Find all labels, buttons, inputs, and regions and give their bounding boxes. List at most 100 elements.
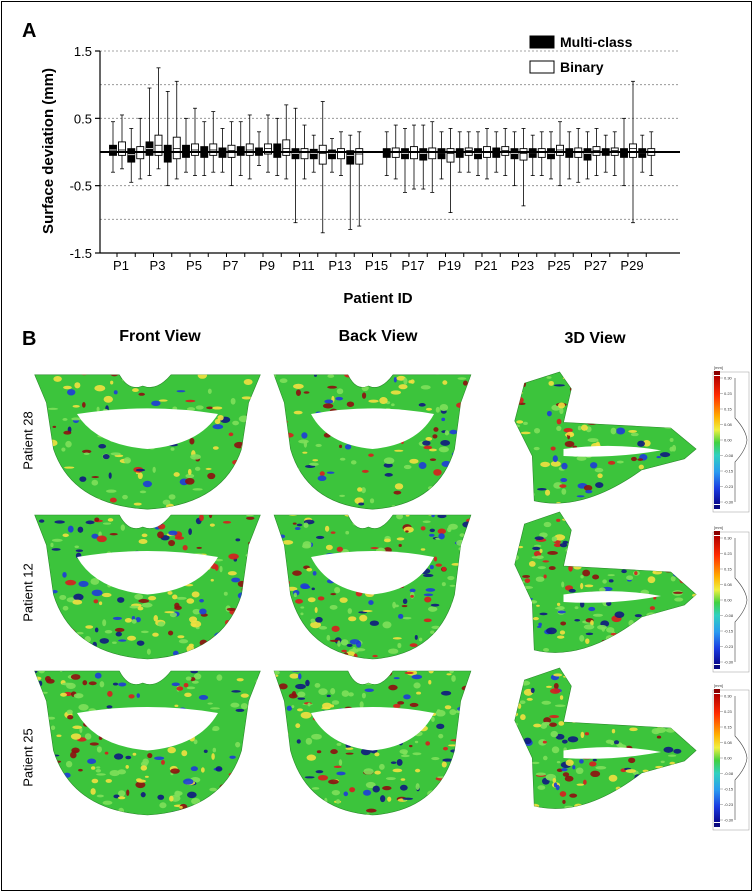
x-tick-label: P3 <box>150 258 166 273</box>
box-multi-class-p10 <box>273 117 282 176</box>
box-binary-p26 <box>574 128 583 183</box>
x-tick-label: P19 <box>438 258 461 273</box>
legend-label-multi-class: Multi-class <box>560 34 633 50</box>
box-multi-class-p1 <box>109 121 117 173</box>
box-binary-p7 <box>227 121 236 187</box>
box-multi-class-p17 <box>401 128 409 193</box>
colorbar-tick-label: -0.15 <box>724 629 734 634</box>
colorbar-unit: [mm] <box>714 683 723 688</box>
box-multi-class-p26 <box>565 131 574 180</box>
colorbar-tick-label: 0.08 <box>724 740 733 745</box>
box-multi-class-p14 <box>346 134 355 230</box>
x-tick-label: P21 <box>474 258 497 273</box>
colorbar-tick-label: -0.08 <box>724 771 734 776</box>
box-multi-class-p21 <box>474 131 482 176</box>
box-binary-p25 <box>556 121 564 187</box>
back-view-map-patient-28 <box>273 374 472 510</box>
back-view-map-patient-12 <box>273 514 472 660</box>
back-view-map-patient-25 <box>273 670 472 816</box>
front-view-map-patient-12 <box>34 514 261 660</box>
colorbar-tick-label: -0.15 <box>724 469 734 474</box>
x-tick-label: P25 <box>547 258 570 273</box>
box-binary-p3 <box>154 67 163 170</box>
colorbar-tick-label: 0.08 <box>724 582 733 587</box>
view-title-front: Front View <box>119 328 201 345</box>
chart-legend: Multi-class Binary <box>529 34 633 75</box>
y-tick-label: -1.5 <box>70 246 92 261</box>
legend-swatch-binary <box>529 60 555 74</box>
box-binary-p2 <box>136 117 145 180</box>
box-multi-class-p2 <box>127 128 136 183</box>
box-binary-p12 <box>318 101 327 234</box>
x-tick-label: P17 <box>401 258 424 273</box>
view-title-3d: 3D View <box>564 330 626 347</box>
y-tick-label: -0.5 <box>70 179 92 194</box>
box-multi-class-p20 <box>455 131 464 173</box>
x-tick-label: P5 <box>186 258 202 273</box>
colorbar-tick-label: 0.15 <box>724 567 733 572</box>
x-tick-label: P1 <box>113 258 129 273</box>
box-multi-class-p25 <box>547 131 555 180</box>
colorbar-tick-label: 0.23 <box>724 391 733 396</box>
colorbar-tick-label: 0.30 <box>724 694 733 699</box>
box-multi-class-p30 <box>638 134 647 173</box>
colorbar-tick-label: 0.23 <box>724 551 733 556</box>
box-binary-p30 <box>647 131 656 176</box>
colorbar-1: [mm] 0.30 0.23 0.15 0.08 0.00 -0.08 -0.15 -0.23 -… <box>712 365 750 513</box>
box-multi-class-p12 <box>309 134 318 173</box>
box-binary-p9 <box>264 114 272 173</box>
colorbar-tick-label: -0.23 <box>724 802 734 807</box>
colorbar-tick-label: 0.00 <box>724 756 733 761</box>
box-binary-p6 <box>209 111 218 173</box>
box-multi-class-p27 <box>583 131 592 180</box>
chart-axes: -1.5 -0.5 0.5 1.5 P1 P3 P5 P7 P9 P11 P13 P15 P17 P19 P… <box>70 44 680 273</box>
box-binary-p19 <box>446 128 455 214</box>
box-multi-class-p16 <box>382 131 391 176</box>
colorbar-unit: [mm] <box>714 525 723 530</box>
box-binary-p10 <box>282 104 291 180</box>
box-multi-class-p18 <box>419 124 428 190</box>
x-axis-label: Patient ID <box>343 290 412 307</box>
colorbar-tick-label: 0.08 <box>724 422 733 427</box>
x-tick-label: P7 <box>223 258 239 273</box>
colorbar-tick-label: -0.30 <box>724 500 734 505</box>
box-binary-p29 <box>629 80 637 224</box>
box-binary-p8 <box>245 114 254 180</box>
x-tick-label: P11 <box>292 258 314 273</box>
box-binary-p18 <box>428 121 437 193</box>
box-multi-class-p9 <box>255 131 263 166</box>
box-multi-class-p6 <box>200 121 209 176</box>
panel-a-letter: A <box>22 20 37 42</box>
box-binary-p5 <box>191 107 199 176</box>
panel-b-letter: B <box>22 328 37 350</box>
colorbar-2: [mm] 0.30 0.23 0.15 0.08 0.00 -0.08 -0.15 -0.23 -… <box>712 525 750 673</box>
box-binary-p21 <box>483 128 491 180</box>
colorbar-tick-label: -0.30 <box>724 660 734 665</box>
box-binary-p17 <box>410 124 418 190</box>
colorbar-tick-label: -0.23 <box>724 644 734 649</box>
colorbar-3: [mm] 0.30 0.23 0.15 0.08 0.00 -0.08 -0.15 -0.23 -… <box>712 683 750 831</box>
colorbar-tick-label: 0.15 <box>724 407 733 412</box>
box-binary-p27 <box>592 128 601 176</box>
box-multi-class-p28 <box>601 134 610 173</box>
box-multi-class-p19 <box>437 131 446 180</box>
box-binary-p1 <box>118 114 126 170</box>
box-binary-p13 <box>337 131 345 176</box>
colorbar-tick-label: 0.30 <box>724 376 733 381</box>
grid-lines <box>100 50 680 220</box>
front-view-map-patient-25 <box>34 670 261 816</box>
y-tick-label: 0.5 <box>74 111 92 126</box>
colorbar-tick-label: 0.00 <box>724 438 733 443</box>
colorbar-tick-label: -0.08 <box>724 453 734 458</box>
3d-view-map-patient-25 <box>514 667 697 809</box>
deviation-maps <box>34 371 697 816</box>
box-multi-class-p8 <box>236 121 245 176</box>
box-multi-class-p23 <box>510 131 519 187</box>
box-multi-class-p11 <box>291 107 300 224</box>
box-multi-class-p24 <box>528 134 537 176</box>
box-plot-series <box>109 67 656 234</box>
x-tick-label: P29 <box>620 258 643 273</box>
view-title-back: Back View <box>338 328 418 345</box>
